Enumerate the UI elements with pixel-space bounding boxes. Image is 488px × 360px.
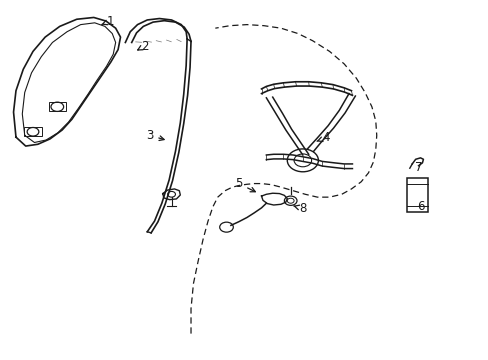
Bar [24,127,41,136]
Text: 4: 4 [316,131,329,144]
Text: 6: 6 [416,200,424,213]
Text: 8: 8 [293,202,306,215]
Bar [407,178,427,212]
Text: 5: 5 [235,177,255,192]
Text: 1: 1 [102,14,114,27]
Text: 7: 7 [414,161,422,174]
Text: 2: 2 [138,40,148,53]
Text: 3: 3 [146,129,164,142]
Bar [48,102,66,111]
